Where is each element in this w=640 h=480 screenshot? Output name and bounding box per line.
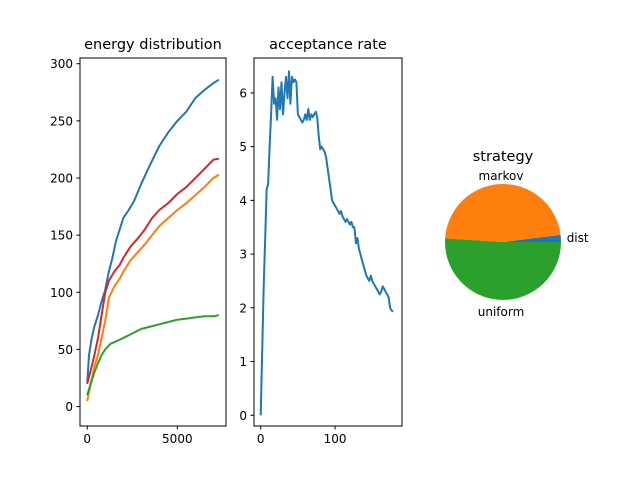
energy-xtick-label: 5000	[162, 432, 193, 446]
acceptance-xtick-label: 100	[324, 432, 347, 446]
acceptance-ytick-label: 3	[239, 248, 247, 262]
acceptance-rate-panel: acceptance rate 0 100 0 1 2 3 4 5 6	[239, 37, 403, 446]
acceptance-series-line-0	[259, 70, 394, 416]
acceptance-ytick-label: 4	[239, 194, 247, 208]
energy-distribution-title: energy distribution	[84, 37, 222, 53]
strategy-pie: dist markov uniform	[445, 169, 589, 319]
energy-series-line-1	[86, 157, 219, 384]
pie-slice-markov	[445, 183, 561, 242]
energy-series-group	[86, 78, 220, 402]
energy-xtick-label: 0	[83, 432, 91, 446]
pie-slice-dist	[503, 234, 561, 242]
acceptance-ytick-label: 0	[239, 409, 247, 423]
pie-label-uniform: uniform	[478, 305, 525, 319]
pie-slice-uniform	[445, 238, 561, 300]
strategy-panel: strategy dist markov uniform	[445, 149, 589, 319]
acceptance-rate-title: acceptance rate	[269, 37, 387, 53]
energy-series-line-2	[86, 173, 220, 402]
acceptance-axis-ticks: 0 100 0 1 2 3 4 5 6	[239, 86, 346, 446]
acceptance-ytick-label: 2	[239, 301, 247, 315]
energy-ytick-label: 150	[50, 229, 73, 243]
energy-ytick-label: 250	[50, 114, 73, 128]
energy-ytick-label: 0	[65, 400, 73, 414]
acceptance-axes-frame	[253, 57, 403, 427]
energy-axes-frame	[79, 57, 227, 427]
energy-axis-ticks: 0 5000 0 50 100 150 200 250 300	[50, 57, 193, 446]
energy-ytick-label: 50	[58, 343, 73, 357]
acceptance-series-group	[259, 70, 394, 416]
energy-ytick-label: 300	[50, 57, 73, 71]
pie-label-markov: markov	[479, 169, 524, 183]
energy-distribution-panel: energy distribution 0 5000 0 50 100 150 200 250…	[50, 37, 227, 446]
acceptance-ytick-label: 6	[239, 86, 247, 100]
energy-series-line-0	[86, 78, 220, 384]
acceptance-ytick-label: 5	[239, 140, 247, 154]
strategy-title: strategy	[473, 149, 534, 165]
energy-series-line-3	[86, 314, 220, 396]
pie-label-dist: dist	[567, 231, 589, 245]
acceptance-ytick-label: 1	[239, 355, 247, 369]
energy-ytick-label: 200	[50, 172, 73, 186]
acceptance-xtick-label: 0	[257, 432, 265, 446]
energy-ytick-label: 100	[50, 286, 73, 300]
